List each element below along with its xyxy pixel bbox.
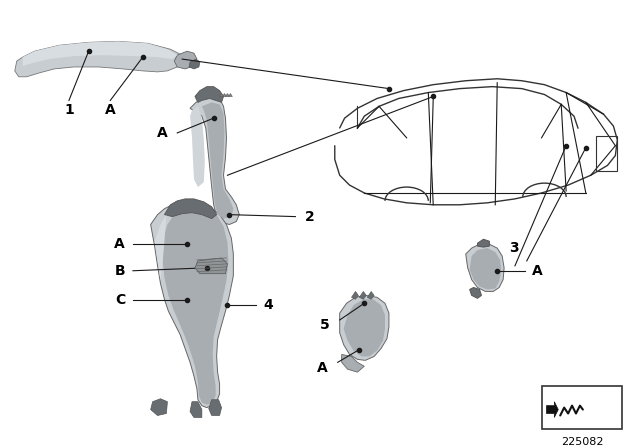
Polygon shape <box>190 106 205 187</box>
Polygon shape <box>15 41 182 77</box>
Polygon shape <box>228 94 232 96</box>
Text: A: A <box>157 126 168 140</box>
Polygon shape <box>189 59 200 69</box>
Text: 5: 5 <box>320 318 330 332</box>
Polygon shape <box>190 96 239 224</box>
Polygon shape <box>470 248 501 289</box>
Polygon shape <box>155 215 166 280</box>
Text: C: C <box>115 293 125 307</box>
Text: 2: 2 <box>305 210 315 224</box>
Bar <box>596 136 618 171</box>
Polygon shape <box>209 400 221 415</box>
Polygon shape <box>367 292 374 299</box>
Polygon shape <box>360 292 366 299</box>
Polygon shape <box>163 205 228 405</box>
Text: B: B <box>115 264 125 278</box>
Polygon shape <box>174 51 197 69</box>
Text: 1: 1 <box>64 103 74 117</box>
Polygon shape <box>150 203 234 408</box>
Polygon shape <box>22 41 177 66</box>
Bar <box>541 386 622 429</box>
Polygon shape <box>225 94 229 96</box>
Polygon shape <box>202 103 234 219</box>
Polygon shape <box>150 399 168 415</box>
Polygon shape <box>351 292 358 299</box>
Text: A: A <box>317 361 328 375</box>
Polygon shape <box>195 86 223 103</box>
Text: A: A <box>115 237 125 251</box>
Polygon shape <box>344 299 385 357</box>
Polygon shape <box>342 354 364 372</box>
Polygon shape <box>470 288 481 298</box>
Polygon shape <box>195 258 227 274</box>
Text: 4: 4 <box>263 298 273 312</box>
Text: A: A <box>105 103 116 117</box>
Text: 225082: 225082 <box>561 437 603 447</box>
Text: 3: 3 <box>509 241 518 255</box>
Polygon shape <box>223 94 227 96</box>
Polygon shape <box>220 94 223 96</box>
Polygon shape <box>477 239 490 247</box>
Polygon shape <box>547 402 558 418</box>
Polygon shape <box>466 244 504 292</box>
Polygon shape <box>164 199 216 219</box>
Text: A: A <box>532 264 543 278</box>
Polygon shape <box>340 295 389 360</box>
Polygon shape <box>190 402 202 418</box>
